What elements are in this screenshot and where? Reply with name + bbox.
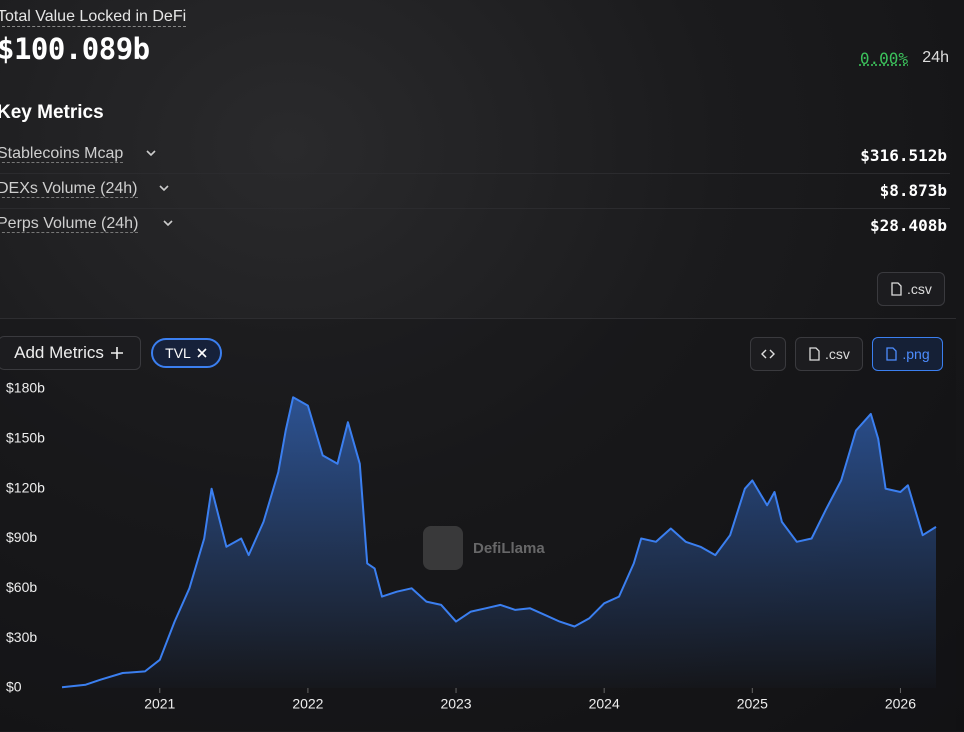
watermark: DefiLlama — [423, 526, 545, 570]
button-label: .png — [902, 346, 930, 362]
chevron — [146, 150, 156, 157]
y-tick-label: $90b — [6, 529, 37, 545]
y-tick-label: $180b — [6, 380, 45, 396]
tvl-change: 0.00% — [859, 49, 908, 68]
y-tick-label: $0 — [6, 679, 22, 695]
embed-button[interactable] — [750, 337, 786, 371]
metric-label: Stablecoins Mcap — [0, 145, 124, 163]
metric-value: $28.408b — [869, 216, 947, 235]
tvl-value: $100.089b — [0, 32, 150, 66]
code-icon — [761, 349, 775, 359]
chevron — [163, 220, 173, 227]
x-tick-label: 2024 — [589, 696, 620, 712]
metric-label: DEXs Volume (24h) — [0, 180, 138, 198]
csv-button[interactable]: .csv — [877, 272, 945, 306]
x-tick-label: 2023 — [440, 696, 471, 712]
x-tick-label: 2025 — [737, 696, 768, 712]
file-icon — [809, 347, 820, 361]
metric-row[interactable]: Stablecoins Mcap $316.512b — [0, 139, 950, 174]
series-line — [61, 396, 937, 689]
file-icon — [886, 347, 898, 361]
change-period: 24h — [922, 49, 949, 66]
metric-row[interactable]: DEXs Volume (24h) $8.873b — [0, 174, 950, 209]
x-tick-label: 2026 — [885, 696, 916, 712]
button-label: .csv — [825, 346, 850, 362]
tag-label: TVL — [165, 345, 191, 361]
area-fill — [62, 397, 936, 688]
button-label: .csv — [907, 281, 932, 297]
section-title: Key Metrics — [0, 102, 104, 123]
y-tick-label: $150b — [6, 430, 45, 446]
y-tick-label: $60b — [6, 579, 37, 595]
metric-tag[interactable]: TVL — [151, 338, 222, 368]
csv-button[interactable]: .csv — [795, 337, 863, 371]
add-metrics-button[interactable]: Add Metrics — [0, 336, 141, 370]
x-tick-label: 2022 — [292, 696, 323, 712]
png-button[interactable]: .png — [872, 337, 943, 371]
file-icon — [891, 282, 902, 296]
metric-value: $8.873b — [879, 181, 947, 200]
metric-value: $316.512b — [860, 146, 947, 165]
watermark-text: DefiLlama — [473, 540, 545, 557]
y-tick-label: $120b — [6, 479, 45, 495]
metric-label: Perps Volume (24h) — [0, 215, 139, 233]
x-tick-label: 2021 — [144, 696, 175, 712]
metric-row[interactable]: Perps Volume (24h) $28.408b — [0, 209, 950, 243]
button-label: Add Metrics — [14, 343, 104, 362]
plus-icon — [110, 347, 123, 359]
close-icon[interactable] — [196, 347, 208, 359]
chevron — [159, 185, 169, 192]
tvl-title: Total Value Locked in DeFi — [0, 8, 187, 27]
y-tick-label: $30b — [6, 629, 37, 645]
